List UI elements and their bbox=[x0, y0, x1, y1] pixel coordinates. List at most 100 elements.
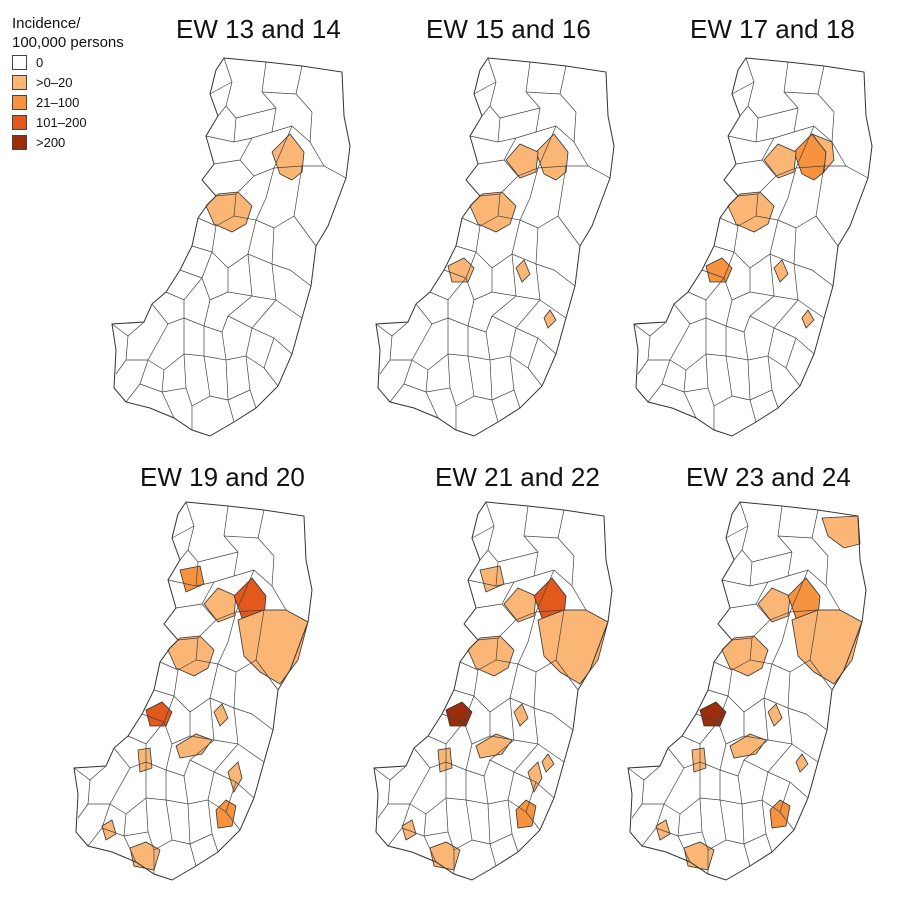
legend-swatch bbox=[12, 75, 27, 90]
municipality-border bbox=[719, 739, 769, 777]
municipality-border bbox=[771, 389, 779, 409]
municipality-south-central bbox=[475, 733, 513, 759]
municipality-border bbox=[667, 744, 701, 769]
municipality-border bbox=[523, 535, 559, 539]
state-landmass bbox=[376, 58, 614, 436]
municipality-south-central bbox=[175, 733, 213, 759]
state-map bbox=[111, 57, 351, 437]
municipality-border bbox=[725, 525, 749, 539]
municipality-border bbox=[413, 744, 447, 769]
municipality-border bbox=[535, 609, 609, 623]
municipality-border bbox=[209, 81, 233, 95]
legend-label: >200 bbox=[36, 135, 66, 150]
municipality-border bbox=[165, 739, 215, 777]
municipality-coast-mid bbox=[543, 309, 557, 329]
legend-label: 21–100 bbox=[36, 95, 80, 110]
municipality-border bbox=[647, 323, 691, 361]
municipality-south-central bbox=[729, 733, 767, 759]
legend-item: 101–200 bbox=[12, 113, 182, 132]
municipality-south-coast bbox=[527, 761, 543, 794]
municipality-border bbox=[465, 739, 515, 777]
municipality-border bbox=[473, 663, 519, 713]
municipality-border bbox=[539, 299, 567, 319]
municipality-border bbox=[379, 359, 391, 375]
legend-item: >0–20 bbox=[12, 73, 182, 92]
municipality-border bbox=[491, 399, 499, 423]
municipality-border bbox=[717, 712, 745, 745]
municipality-border bbox=[779, 811, 795, 831]
municipality-border bbox=[167, 569, 273, 587]
municipality-center-east bbox=[773, 259, 789, 283]
municipality-border bbox=[425, 391, 439, 419]
municipality-west bbox=[699, 701, 727, 727]
municipality-south-west-edge bbox=[691, 747, 707, 773]
municipality-border bbox=[467, 295, 517, 333]
municipality-border bbox=[511, 833, 519, 853]
municipality-border bbox=[235, 609, 309, 623]
municipality-border bbox=[757, 107, 799, 119]
municipality-border bbox=[409, 762, 447, 815]
municipality-northeast-inner bbox=[271, 133, 305, 181]
municipality-border bbox=[817, 65, 847, 167]
municipality-border bbox=[123, 835, 137, 863]
municipality-border bbox=[517, 609, 565, 673]
state-outline bbox=[627, 501, 867, 881]
municipality-border bbox=[463, 712, 491, 745]
municipality-border bbox=[449, 355, 475, 407]
municipality-border bbox=[669, 318, 707, 371]
municipality-border bbox=[113, 744, 147, 769]
municipality-border bbox=[271, 263, 312, 287]
legend-title-line1: Incidence/ bbox=[12, 15, 81, 32]
municipality-south-east bbox=[769, 799, 791, 829]
municipality-north-center bbox=[757, 587, 791, 623]
municipality-northeast-inner bbox=[535, 133, 569, 181]
municipality-border bbox=[275, 299, 303, 319]
municipality-border bbox=[535, 263, 576, 287]
municipality-border bbox=[783, 61, 799, 133]
panel-title: EW 19 and 20 bbox=[140, 462, 305, 492]
municipality-border bbox=[387, 767, 431, 805]
municipality-border bbox=[683, 391, 697, 419]
municipality-border bbox=[87, 767, 131, 805]
municipality-border bbox=[503, 125, 557, 177]
municipality-border bbox=[755, 569, 809, 621]
state-map bbox=[627, 501, 867, 881]
municipality-border bbox=[147, 799, 173, 851]
municipality-west bbox=[445, 701, 473, 727]
legend-item: >200 bbox=[12, 133, 182, 152]
municipality-border bbox=[793, 263, 834, 287]
municipality-border bbox=[377, 803, 389, 819]
municipality-border bbox=[525, 91, 561, 95]
legend-item: 0 bbox=[12, 53, 182, 72]
municipality-border bbox=[797, 299, 825, 319]
municipality-coast-mid bbox=[801, 309, 815, 329]
municipality-border bbox=[787, 707, 828, 731]
municipality-border bbox=[479, 549, 489, 561]
municipality-border bbox=[293, 215, 317, 247]
panel-title: EW 13 and 14 bbox=[176, 14, 341, 44]
municipality-center-east bbox=[213, 703, 229, 727]
municipality-border bbox=[795, 165, 869, 179]
municipality-border bbox=[255, 165, 303, 229]
municipality-north-center bbox=[505, 143, 539, 179]
legend-label: 101–200 bbox=[36, 115, 87, 130]
legend-swatch bbox=[12, 95, 27, 110]
municipality-border bbox=[707, 355, 733, 407]
legend-title-line2: 100,000 persons bbox=[12, 34, 124, 51]
municipality-border bbox=[211, 219, 257, 269]
municipality-border bbox=[631, 803, 643, 819]
municipality-border bbox=[489, 843, 497, 867]
municipality-border bbox=[239, 125, 293, 177]
municipality-border bbox=[783, 91, 819, 95]
municipality-border bbox=[389, 323, 433, 361]
state-outline bbox=[375, 57, 615, 437]
municipality-border bbox=[223, 505, 239, 577]
municipality-border bbox=[739, 105, 749, 117]
municipality-border bbox=[217, 105, 227, 117]
municipality-border bbox=[733, 549, 743, 561]
state-map bbox=[373, 501, 613, 881]
municipality-border bbox=[473, 81, 497, 95]
municipality-border bbox=[815, 215, 839, 247]
municipality-border bbox=[185, 355, 211, 407]
municipality-border bbox=[721, 569, 827, 587]
